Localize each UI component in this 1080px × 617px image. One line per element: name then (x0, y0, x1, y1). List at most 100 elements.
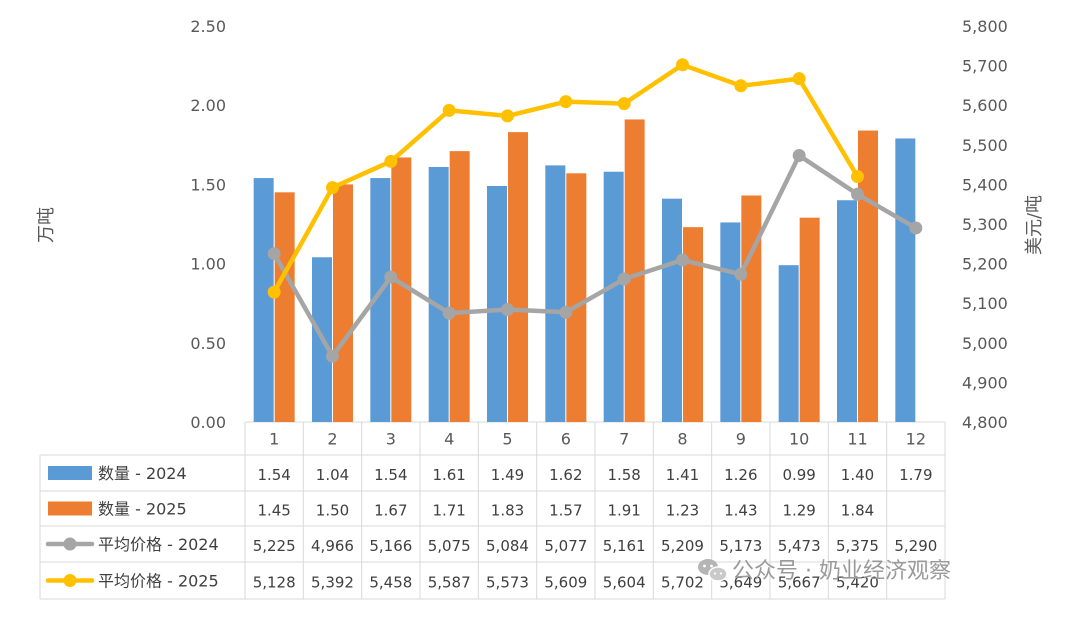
bar (662, 198, 682, 422)
legend-label: 数量 - 2024 (98, 464, 187, 483)
x-axis-tick-label: 8 (677, 430, 687, 449)
table-cell-value: 1.84 (841, 502, 874, 520)
table-cell-value: 5,458 (369, 574, 412, 592)
bar (624, 119, 645, 423)
data-point (501, 303, 514, 317)
table-cell-value: 5,649 (719, 574, 762, 592)
legend-marker (63, 537, 77, 551)
bar (778, 265, 799, 422)
x-axis-tick-label: 6 (561, 430, 571, 449)
bar (487, 185, 507, 422)
right-axis-tick-label: 5,300 (962, 215, 1008, 234)
bar (720, 222, 741, 422)
right-axis-tick-label: 5,500 (962, 136, 1008, 155)
bar (370, 178, 391, 422)
bar (837, 200, 857, 422)
x-axis-tick-label: 7 (619, 430, 629, 449)
right-axis-tick-label: 5,600 (962, 96, 1008, 115)
table-cell-value: 5,573 (486, 574, 529, 592)
table-cell-value: 1.57 (549, 502, 582, 520)
legend-label: 数量 - 2025 (98, 500, 187, 519)
right-axis-tick-label: 5,700 (962, 57, 1008, 76)
right-axis-tick-label: 4,800 (962, 413, 1008, 432)
table-cell-value: 5,290 (894, 537, 937, 555)
bar (508, 132, 528, 423)
data-point (676, 58, 689, 72)
data-point (792, 148, 806, 162)
table-cell-value: 1.58 (607, 466, 640, 484)
table-cell-value: 1.49 (491, 466, 524, 484)
legend-swatch (48, 501, 92, 516)
data-table: 数量 - 2024 1.54 1.04 1.54 1.61 1.49 1.62 1.58 1.4… (45, 464, 937, 592)
table-cell-value: 1.79 (899, 466, 932, 484)
table-cell-value: 1.91 (607, 502, 640, 520)
table-cell-value: 5,225 (253, 537, 296, 555)
table-cell-value: 1.62 (549, 466, 582, 484)
legend-swatch (48, 466, 92, 480)
table-cell-value: 0.99 (782, 466, 815, 484)
bar (428, 166, 449, 422)
x-axis-tick-label: 2 (327, 430, 337, 449)
table-cell-value: 5,473 (778, 537, 821, 555)
left-axis-tick-label: 2.00 (190, 96, 226, 115)
data-point (384, 154, 398, 168)
table-cell-value: 5,084 (486, 537, 529, 555)
table-cell-value: 1.45 (257, 502, 290, 520)
bar (799, 217, 820, 422)
table-cell-value: 5,173 (719, 537, 762, 555)
table-cell-value: 1.41 (666, 466, 699, 484)
x-axis-tick-label: 11 (847, 430, 867, 449)
data-point (442, 306, 456, 320)
data-point (326, 181, 339, 195)
table-cell-value: 5,609 (544, 574, 587, 592)
line-layer (267, 58, 923, 363)
x-axis-tick-label: 10 (789, 430, 809, 449)
right-axis-tick-label: 5,800 (962, 17, 1008, 36)
bar (895, 138, 916, 423)
table-cell-value: 1.54 (257, 466, 290, 484)
y-axis-title-right: 美元/吨 (1024, 195, 1045, 255)
table-cell-value: 5,604 (603, 574, 646, 592)
bar (566, 173, 587, 422)
table-cell-value: 1.43 (724, 502, 757, 520)
x-axis-tick-label: 9 (736, 430, 746, 449)
data-point (501, 109, 514, 123)
table-cell-value: 1.26 (724, 466, 757, 484)
table-cell-value: 4,966 (311, 537, 354, 555)
left-axis-tick-label: 2.50 (190, 17, 226, 36)
bar (274, 192, 295, 422)
right-axis-tick-label: 5,400 (962, 175, 1008, 194)
watermark: 公众号 · 奶业经济观察 (698, 559, 951, 584)
bar (545, 165, 566, 422)
table-cell-value: 1.71 (432, 502, 465, 520)
table-cell-value: 1.40 (841, 466, 874, 484)
watermark-text: 公众号 · 奶业经济观察 (732, 559, 951, 584)
legend-label: 平均价格 - 2025 (98, 572, 219, 591)
data-point (559, 95, 573, 109)
table-cell-value: 5,392 (311, 574, 354, 592)
left-axis-tick-label: 0.50 (190, 334, 226, 353)
table-cell-value: 1.83 (491, 502, 524, 520)
table-cell-value: 5,702 (661, 574, 704, 592)
left-axis-tick-label: 1.50 (190, 175, 226, 194)
bar-layer (253, 119, 916, 423)
data-point (792, 72, 806, 86)
x-axis-tick-label: 3 (386, 430, 396, 449)
wechat-icon (698, 559, 728, 582)
x-axis-tick-label: 12 (906, 430, 926, 449)
data-point (559, 305, 573, 319)
legend-label: 平均价格 - 2024 (98, 535, 219, 554)
bar (449, 151, 470, 423)
series-line (271, 153, 919, 359)
right-axis-tick-label: 5,100 (962, 294, 1008, 313)
table-cell-value: 5,075 (428, 537, 471, 555)
right-axis-tick-label: 5,200 (962, 255, 1008, 274)
table-cell-value: 5,375 (836, 537, 879, 555)
data-point (617, 97, 631, 111)
bar (741, 195, 762, 422)
table-cell-value: 5,587 (428, 574, 471, 592)
right-axis-tick-label: 4,900 (962, 373, 1008, 392)
bar (253, 178, 274, 422)
